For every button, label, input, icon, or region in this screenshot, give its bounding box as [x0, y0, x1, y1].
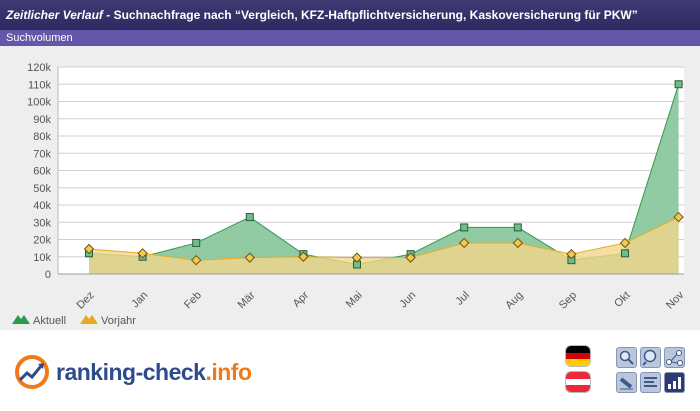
y-tick-label: 80k	[33, 131, 51, 143]
text-lines-icon[interactable]	[640, 372, 661, 393]
data-point	[674, 80, 683, 89]
y-tick-label: 0	[45, 269, 51, 281]
bar-chart-icon[interactable]	[664, 372, 685, 393]
y-tick-label: 70k	[33, 148, 51, 160]
data-point	[673, 211, 684, 223]
data-point	[458, 237, 470, 249]
data-point	[245, 213, 254, 222]
series-area	[89, 217, 679, 274]
footer: ranking-check.info	[0, 330, 700, 411]
chart-subtitle: Suchvolumen	[0, 30, 700, 46]
magnify-icon[interactable]	[640, 347, 661, 368]
brand-name: ranking-check.info	[56, 359, 252, 386]
pencil-icon[interactable]	[616, 372, 637, 393]
data-point	[244, 252, 256, 263]
header-title: Suchnachfrage nach “Vergleich, KFZ-Haftp…	[113, 8, 638, 22]
legend-swatch-icon	[12, 315, 30, 324]
data-point	[460, 223, 469, 232]
x-tick-label: Feb	[182, 289, 204, 311]
x-tick-label: Jun	[397, 289, 418, 310]
brand-name-part2: .info	[205, 358, 252, 385]
y-tick-label: 120k	[27, 62, 51, 74]
y-tick-label: 20k	[33, 235, 51, 247]
y-tick-label: 60k	[33, 166, 51, 178]
data-point	[621, 249, 629, 258]
x-tick-label: Jul	[454, 289, 472, 307]
series-line	[88, 216, 679, 261]
y-tick-label: 100k	[27, 97, 51, 109]
x-tick-label: Aug	[503, 289, 525, 311]
y-tick-label: 50k	[33, 183, 51, 195]
x-tick-label: Mai	[344, 289, 365, 310]
data-point	[566, 248, 577, 260]
x-tick-label: Sep	[557, 289, 579, 311]
search-icon[interactable]	[616, 347, 637, 368]
x-tick-label: Jan	[129, 289, 150, 310]
y-tick-label: 110k	[28, 79, 52, 91]
y-tick-label: 90k	[33, 114, 51, 126]
data-point	[83, 243, 95, 255]
search-volume-chart: 0 10k 20k 30k 40k 50k 60k 70k 80k 90k 100k 110k 120k…	[12, 62, 687, 327]
data-point	[619, 237, 631, 249]
x-tick-label: Apr	[291, 289, 312, 310]
data-point	[405, 252, 416, 263]
brand-logo[interactable]: ranking-check.info	[14, 352, 252, 392]
data-point	[351, 252, 363, 263]
y-tick-label: 40k	[33, 200, 51, 212]
legend-label: Aktuell	[33, 315, 66, 327]
x-tick-label: Dez	[74, 289, 96, 311]
series-area	[89, 84, 679, 274]
data-point	[190, 254, 202, 266]
logo-icon	[15, 355, 49, 389]
data-point	[137, 248, 148, 259]
legend-swatch-icon	[80, 315, 98, 324]
data-point	[512, 237, 524, 249]
data-point	[513, 223, 522, 232]
x-tick-label: Mär	[236, 289, 258, 311]
flag-germany-icon[interactable]	[566, 346, 590, 366]
network-icon[interactable]	[664, 347, 685, 368]
data-point	[298, 251, 309, 262]
x-tick-label: Okt	[612, 289, 633, 310]
chart-header: Zeitlicher Verlauf - Suchnachfrage nach …	[0, 0, 700, 30]
flag-austria-icon[interactable]	[566, 372, 590, 392]
header-title-prefix: Zeitlicher Verlauf -	[6, 8, 114, 22]
legend-label: Vorjahr	[101, 315, 136, 327]
chart-area: 0 10k 20k 30k 40k 50k 60k 70k 80k 90k 100k 110k 120k…	[0, 46, 700, 330]
brand-name-part1: ranking-check	[56, 358, 206, 385]
y-tick-label: 10k	[33, 252, 51, 264]
x-tick-label: Nov	[664, 289, 687, 312]
y-tick-label: 30k	[33, 217, 51, 229]
data-point	[192, 238, 201, 247]
